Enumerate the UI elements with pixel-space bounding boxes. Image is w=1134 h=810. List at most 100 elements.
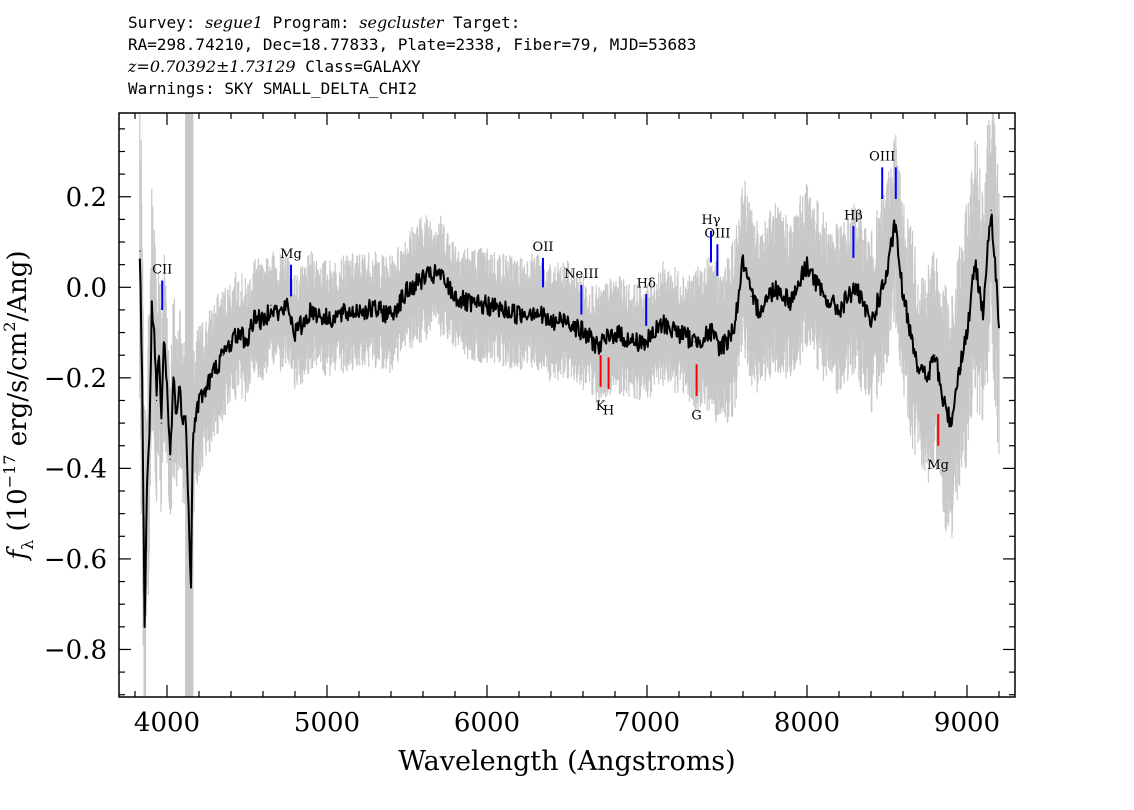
flux-point [238,331,240,334]
flux-point [630,341,632,343]
flux-point [422,277,424,279]
flux-point [190,580,192,583]
y-tick-label: 0.2 [66,183,107,213]
flux-point [151,309,153,311]
flux-point [774,286,776,288]
survey-value: segue1 [205,13,263,32]
redshift-value: z=0.70392±1.73129 [128,57,296,76]
flux-point [726,341,728,343]
marker-label: NeIII [564,267,598,282]
flux-point [758,309,760,311]
flux-point [188,535,190,537]
flux-point [950,422,952,424]
x-tick-label: 6000 [454,708,520,738]
error-layer [139,113,1000,697]
y-tick-label: −0.6 [44,545,107,575]
flux-point [294,331,296,334]
flux-point [550,322,552,325]
flux-point [438,273,440,275]
flux-point [172,377,174,379]
flux-point [998,322,1000,325]
marker-label: Hγ [701,213,720,228]
marker-label: K [596,399,606,414]
y-tick-label: 0.0 [66,273,107,303]
x-tick-label: 7000 [614,708,680,738]
flux-point [310,309,312,311]
flux-point [246,341,248,343]
header-line-warnings: Warnings: SKY SMALL_DELTA_CHI2 [128,79,417,98]
marker-label: CII [152,263,172,278]
flux-point [153,331,155,334]
flux-point [326,318,328,320]
flux-point [566,318,568,320]
flux-point [918,368,920,370]
flux-point [139,250,141,252]
ylabel-unit: erg/s/cm [3,332,33,455]
flux-point [958,368,960,370]
spectrum-header: Survey: segue1 Program: segcluster Targe… [128,12,696,100]
flux-point [790,300,792,302]
flux-point [406,291,408,293]
flux-point [718,345,720,347]
marker-label: H [603,404,614,419]
ylabel-mid: (10 [3,488,33,540]
masked-band [185,113,194,697]
flux-point [144,626,146,628]
flux-point [454,295,456,297]
ylabel-sub: λ [18,540,37,550]
flux-point [910,331,912,334]
flux-point [278,313,280,316]
flux-point [302,322,304,325]
marker-label: Mg [280,247,302,262]
flux-point [694,341,696,343]
flux-point [160,422,162,424]
flux-point [822,295,824,297]
flux-point [486,304,488,307]
x-tick-label: 5000 [294,708,360,738]
flux-point [206,386,208,388]
flux-point [262,322,264,325]
header-line-survey: Survey: segue1 Program: segcluster Targe… [128,12,696,34]
y-tick-label: −0.2 [44,364,107,394]
flux-point [163,341,165,343]
flux-point [270,304,272,307]
flux-point [942,399,944,402]
flux-point [662,322,664,325]
flux-point [894,223,896,225]
y-axis-label: fλ (10−17 erg/s/cm2/Ang) [0,250,37,561]
class-value: Class=GALAXY [305,57,421,76]
flux-point [646,341,648,343]
flux-point [169,458,171,460]
flux-point [678,331,680,334]
flux-point [342,313,344,316]
flux-point [198,399,200,402]
flux-point [734,322,736,325]
flux-point [974,264,976,266]
flux-point [374,309,376,311]
flux-point [230,341,232,343]
flux-point [838,309,840,311]
flux-point [534,309,536,311]
flux-point [176,413,178,415]
ylabel-sq: 2 [0,322,19,332]
flux-point [886,273,888,275]
flux-point [158,354,160,356]
flux-point [902,295,904,297]
masked-band-layer [185,113,194,697]
flux-point [195,413,197,415]
flux-point [742,259,744,261]
flux-point [179,386,181,388]
x-tick-label: 4000 [134,708,200,738]
survey-label: Survey: [128,13,196,32]
flux-point [806,264,808,266]
flux-point [358,309,360,311]
y-tick-label: −0.8 [44,635,107,665]
flux-point [214,368,216,370]
flux-point [470,304,472,307]
x-axis-label: Wavelength (Angstroms) [398,746,735,777]
flux-point [598,345,600,347]
x-tick-label: 8000 [774,708,840,738]
flux-point [185,422,187,424]
flux-point [710,331,712,334]
